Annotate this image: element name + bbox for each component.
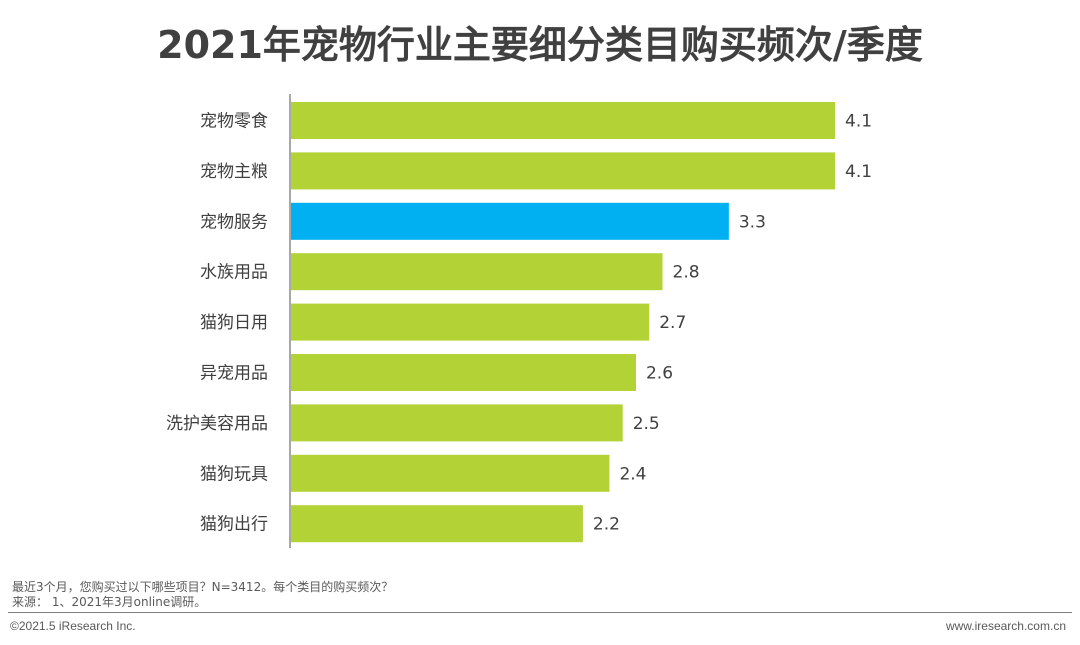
- source-note: 来源： 1、2021年3月online调研。: [12, 595, 207, 609]
- value-label: 2.5: [633, 414, 660, 434]
- bar-7: [291, 404, 623, 442]
- value-label: 2.4: [619, 464, 646, 484]
- value-label: 4.1: [845, 162, 872, 182]
- bar-chart: 宠物零食 4.1 宠物主粮 4.1 宠物服务 3.3 水族用品 2.8 猫狗日用 2.7 异宠用品 2…: [166, 94, 872, 548]
- copyright-text: ©2021.5 iResearch Inc.: [10, 619, 136, 633]
- bar-8: [291, 454, 610, 492]
- category-label: 宠物主粮: [200, 162, 268, 182]
- category-label: 猫狗日用: [200, 313, 268, 333]
- bar-4: [291, 253, 663, 291]
- bars-group: 宠物零食 4.1 宠物主粮 4.1 宠物服务 3.3 水族用品 2.8 猫狗日用 2.7 异宠用品 2…: [166, 102, 872, 543]
- value-label: 3.3: [739, 212, 766, 232]
- value-label: 2.2: [593, 515, 620, 535]
- category-label: 异宠用品: [200, 364, 268, 384]
- value-label: 2.6: [646, 364, 673, 384]
- value-label: 2.8: [673, 263, 700, 283]
- bar-6: [291, 354, 636, 391]
- website-text: www.iresearch.com.cn: [945, 619, 1066, 633]
- value-label: 2.7: [659, 313, 686, 333]
- category-label: 猫狗出行: [200, 515, 268, 535]
- bar-9: [291, 505, 583, 543]
- value-label: 4.1: [845, 112, 872, 132]
- survey-note: 最近3个月，您购买过以下哪些项目？N=3412。每个类目的购买频次？: [12, 580, 394, 594]
- bar-1: [291, 102, 835, 139]
- bar-2: [291, 152, 835, 190]
- bar-3: [291, 202, 729, 240]
- category-label: 宠物零食: [200, 112, 268, 132]
- footer-divider: [8, 612, 1072, 613]
- bar-5: [291, 303, 650, 341]
- category-label: 猫狗玩具: [200, 464, 268, 484]
- category-label: 水族用品: [200, 263, 268, 283]
- category-label: 洗护美容用品: [166, 414, 268, 434]
- chart-title: 2021年宠物行业主要细分类目购买频次/季度: [157, 23, 923, 67]
- category-label: 宠物服务: [200, 212, 268, 232]
